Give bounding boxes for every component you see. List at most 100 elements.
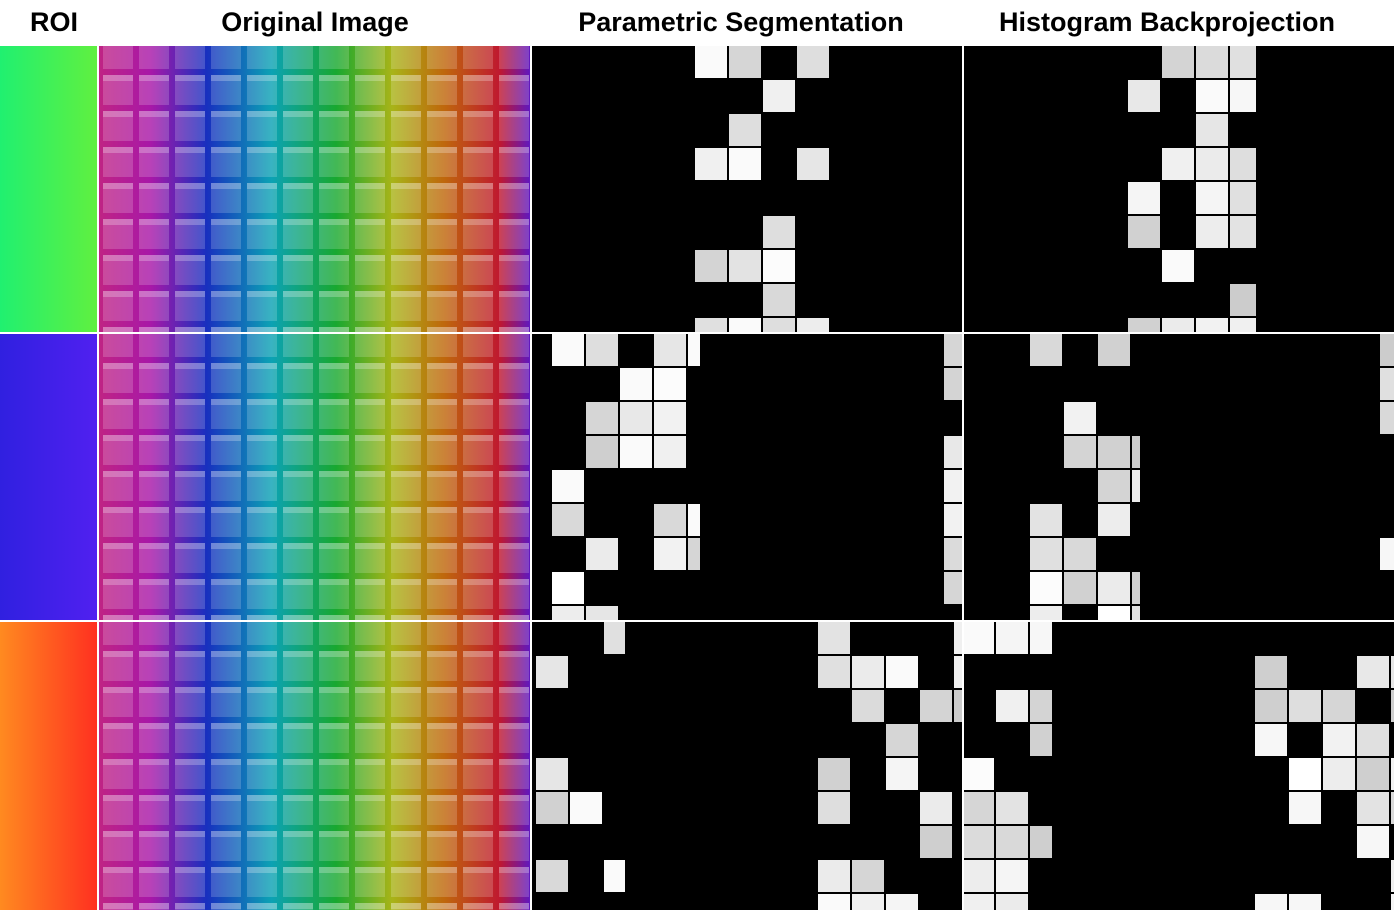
backprojection-blob xyxy=(1380,368,1394,400)
segmentation-blob xyxy=(954,690,962,722)
segmentation-blob xyxy=(729,318,761,332)
backprojection-blob xyxy=(1162,318,1194,332)
column-header: Histogram Backprojection xyxy=(999,7,1335,37)
backprojection-blob xyxy=(1391,656,1394,688)
backprojection-blob xyxy=(1357,826,1389,858)
segmentation-blob xyxy=(818,860,850,892)
backprojection-blob xyxy=(1030,826,1052,858)
segmentation-blob xyxy=(620,402,652,434)
backprojection-blob xyxy=(1128,318,1160,332)
backprojection-blob xyxy=(996,826,1028,858)
backprojection-blob xyxy=(1357,656,1389,688)
segmentation-blob xyxy=(586,606,618,620)
backprojection-blob xyxy=(1030,504,1062,536)
segmentation-blob xyxy=(797,46,829,78)
segmentation-blob xyxy=(552,572,584,604)
backprojection-blob xyxy=(1162,148,1194,180)
segmentation-blob xyxy=(920,690,952,722)
segmentation-blob xyxy=(954,622,962,654)
backprojection-blob xyxy=(996,792,1028,824)
segmentation-image xyxy=(532,46,962,332)
roi-image xyxy=(0,622,97,910)
segmentation-blob xyxy=(763,284,795,316)
backprojection-blob xyxy=(1391,690,1394,722)
segmentation-blob xyxy=(944,504,962,536)
backprojection-blob xyxy=(1380,538,1394,570)
segmentation-blob xyxy=(695,148,727,180)
backprojection-blob xyxy=(1391,894,1394,910)
segmentation-blob xyxy=(729,46,761,78)
backprojection-blob xyxy=(1030,690,1052,722)
segmentation-blob xyxy=(729,114,761,146)
original-image-cubes xyxy=(99,46,530,332)
backprojection-blob xyxy=(1323,690,1355,722)
backprojection-blob xyxy=(1323,758,1355,790)
segmentation-blob xyxy=(552,606,584,620)
backprojection-blob xyxy=(1132,436,1140,468)
segmentation-blob xyxy=(818,792,850,824)
segmentation-blob xyxy=(586,538,618,570)
original-image-cubes xyxy=(99,334,530,620)
segmentation-blob xyxy=(688,504,700,536)
backprojection-blob xyxy=(1230,284,1256,316)
segmentation-blob xyxy=(586,436,618,468)
backprojection-blob xyxy=(1230,318,1256,332)
backprojection-blob xyxy=(1098,606,1130,620)
segmentation-blob xyxy=(654,436,686,468)
backprojection-blob xyxy=(1064,572,1096,604)
backprojection-blob xyxy=(996,860,1028,892)
backprojection-blob xyxy=(1064,538,1096,570)
panels xyxy=(0,46,1394,910)
backprojection-blob xyxy=(1391,758,1394,790)
backprojection-blob xyxy=(1230,46,1256,78)
segmentation-blob xyxy=(620,368,652,400)
backprojection-blob xyxy=(1380,402,1394,434)
backprojection-blob xyxy=(1098,572,1130,604)
backprojection-image xyxy=(964,46,1394,332)
backprojection-blob xyxy=(1064,436,1096,468)
segmentation-blob xyxy=(852,690,884,722)
segmentation-blob xyxy=(536,792,568,824)
segmentation-blob xyxy=(852,894,884,910)
segmentation-blob xyxy=(654,368,686,400)
segmentation-blob xyxy=(586,402,618,434)
segmentation-blob xyxy=(920,792,952,824)
segmentation-blob xyxy=(654,402,686,434)
segmentation-blob xyxy=(944,538,962,570)
backprojection-blob xyxy=(1196,182,1228,214)
backprojection-blob xyxy=(1357,758,1389,790)
segmentation-blob xyxy=(536,860,568,892)
backprojection-blob xyxy=(1132,470,1140,502)
backprojection-image xyxy=(964,334,1394,620)
segmentation-blob xyxy=(729,148,761,180)
segmentation-blob xyxy=(818,656,850,688)
backprojection-blob xyxy=(1098,334,1130,366)
backprojection-blob xyxy=(1162,250,1194,282)
segmentation-blob xyxy=(797,318,829,332)
segmentation-blob xyxy=(944,436,962,468)
segmentation-blob xyxy=(604,860,625,892)
segmentation-blob xyxy=(763,80,795,112)
segmentation-blob xyxy=(654,334,686,366)
segmentation-blob xyxy=(818,758,850,790)
backprojection-blob xyxy=(1030,724,1052,756)
segmentation-blob xyxy=(886,656,918,688)
segmentation-blob xyxy=(944,334,962,366)
backprojection-blob xyxy=(1289,792,1321,824)
backprojection-blob xyxy=(1098,436,1130,468)
backprojection-blob xyxy=(1380,334,1394,366)
roi-image xyxy=(0,46,97,332)
backprojection-blob xyxy=(1196,46,1228,78)
backprojection-blob xyxy=(1289,758,1321,790)
backprojection-blob xyxy=(1196,318,1228,332)
backprojection-blob xyxy=(1255,724,1287,756)
segmentation-blob xyxy=(944,572,962,604)
segmentation-blob xyxy=(688,538,700,570)
segmentation-blob xyxy=(818,894,850,910)
segmentation-blob xyxy=(944,470,962,502)
backprojection-blob xyxy=(1162,46,1194,78)
roi-image xyxy=(0,334,97,620)
backprojection-blob xyxy=(962,758,994,790)
backprojection-blob xyxy=(1196,216,1228,248)
backprojection-blob xyxy=(1255,894,1287,910)
